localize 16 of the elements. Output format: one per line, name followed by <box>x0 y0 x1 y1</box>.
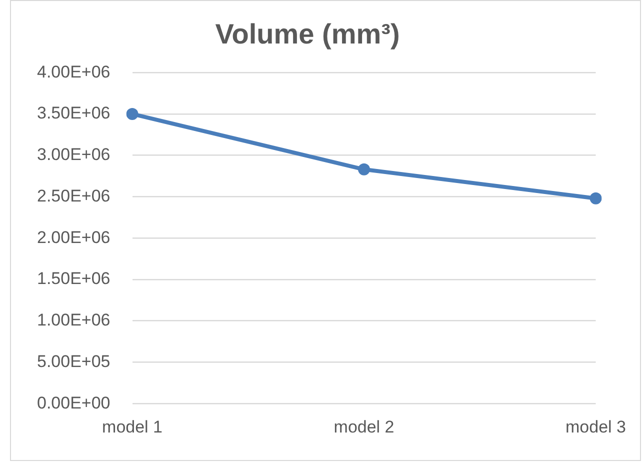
y-tick-label: 0.00E+00 <box>36 393 110 412</box>
y-tick-label: 3.00E+06 <box>36 145 110 164</box>
y-tick-label: 5.00E+05 <box>36 352 110 371</box>
y-tick-label: 2.50E+06 <box>36 186 110 206</box>
y-tick-label: 2.00E+06 <box>36 228 110 247</box>
y-tick-label: 1.50E+06 <box>36 269 110 288</box>
point <box>590 192 602 204</box>
point <box>126 108 138 120</box>
chart-title: Volume (mm³) <box>215 18 400 50</box>
y-tick-label: 4.00E+06 <box>36 62 110 82</box>
point <box>358 163 370 176</box>
y-tick-label: 1.00E+06 <box>36 310 110 330</box>
x-tick-label: model 1 <box>102 417 163 436</box>
x-tick-label: model 3 <box>566 417 626 436</box>
y-tick-label: 3.50E+06 <box>36 104 110 123</box>
x-tick-label: model 2 <box>334 417 394 436</box>
